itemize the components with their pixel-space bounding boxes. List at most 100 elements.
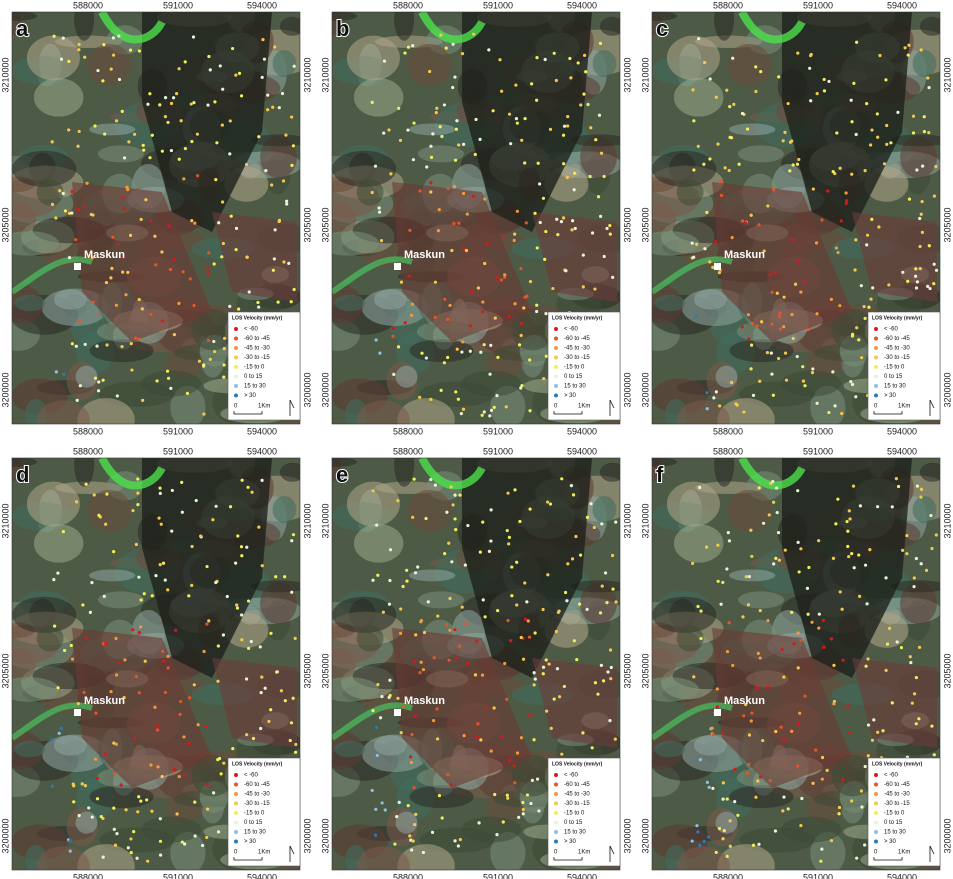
ps-point bbox=[839, 167, 842, 170]
ps-point bbox=[538, 182, 541, 185]
ps-point bbox=[427, 600, 430, 603]
ps-point bbox=[524, 618, 527, 621]
ps-point bbox=[114, 637, 117, 640]
ps-point bbox=[933, 194, 936, 197]
ps-point bbox=[522, 306, 525, 309]
y-tick-label: 3205000 bbox=[942, 653, 952, 688]
ps-point bbox=[794, 283, 797, 286]
legend-title: LOS Velocity (mm/yr) bbox=[232, 315, 283, 321]
ps-point bbox=[263, 58, 266, 61]
terrain bbox=[593, 496, 617, 523]
ps-point bbox=[169, 387, 172, 390]
place-label: Maskun bbox=[724, 695, 765, 707]
ps-point bbox=[821, 756, 824, 759]
y-tick-label: 3200000 bbox=[0, 818, 10, 853]
ps-point bbox=[382, 611, 385, 614]
ps-point bbox=[582, 285, 585, 288]
ps-point bbox=[136, 491, 139, 494]
ps-point bbox=[851, 383, 854, 386]
ps-point bbox=[446, 318, 449, 321]
ps-point bbox=[811, 367, 814, 370]
legend-swatch bbox=[874, 811, 878, 815]
ps-point bbox=[721, 581, 724, 584]
ps-point bbox=[702, 163, 705, 166]
ps-point bbox=[447, 542, 450, 545]
ps-point bbox=[470, 290, 473, 293]
ps-point bbox=[159, 853, 162, 856]
ps-point bbox=[698, 486, 701, 489]
ps-point bbox=[445, 511, 448, 514]
ps-point bbox=[448, 629, 451, 632]
ps-point bbox=[541, 608, 544, 611]
legend-label: 0 to 15 bbox=[884, 374, 903, 380]
terrain bbox=[913, 50, 937, 77]
ps-point bbox=[520, 322, 523, 325]
ps-point bbox=[790, 611, 793, 614]
ps-point bbox=[527, 619, 530, 622]
ps-point bbox=[423, 631, 426, 634]
ps-point bbox=[891, 505, 894, 508]
legend-swatch bbox=[234, 384, 238, 388]
ps-point bbox=[505, 698, 508, 701]
ps-point bbox=[758, 486, 761, 489]
ps-point bbox=[84, 784, 87, 787]
ps-point bbox=[397, 345, 400, 348]
ps-point bbox=[207, 619, 210, 622]
ps-point bbox=[130, 851, 133, 854]
ps-point bbox=[835, 131, 838, 134]
legend-label: -15 to 0 bbox=[564, 811, 585, 817]
ps-point bbox=[932, 282, 935, 285]
ps-point bbox=[533, 212, 536, 215]
ps-point bbox=[453, 185, 456, 188]
ps-point bbox=[775, 486, 778, 489]
ps-point bbox=[389, 172, 392, 175]
ps-point bbox=[797, 722, 800, 725]
ps-point bbox=[850, 552, 853, 555]
ps-point bbox=[900, 646, 903, 649]
ps-point bbox=[375, 726, 378, 729]
legend-swatch bbox=[554, 802, 558, 806]
ps-point bbox=[909, 655, 912, 658]
ps-point bbox=[836, 251, 839, 254]
terrain bbox=[141, 817, 201, 843]
x-tick-label: 591000 bbox=[483, 872, 513, 879]
ps-point bbox=[815, 241, 818, 244]
x-tick-label: 591000 bbox=[803, 446, 833, 456]
ps-point bbox=[777, 75, 780, 78]
ps-point bbox=[807, 566, 810, 569]
legend-label: 15 to 30 bbox=[884, 384, 906, 390]
ps-point bbox=[774, 730, 777, 733]
ps-point bbox=[398, 801, 401, 804]
ps-point bbox=[222, 633, 225, 636]
ps-point bbox=[270, 183, 273, 186]
ps-point bbox=[167, 666, 170, 669]
ps-point bbox=[446, 356, 449, 359]
ps-point bbox=[869, 297, 872, 300]
ps-point bbox=[562, 134, 565, 137]
ps-point bbox=[560, 477, 563, 480]
ps-point bbox=[387, 128, 390, 131]
ps-point bbox=[785, 379, 788, 382]
legend-label: -15 to 0 bbox=[884, 365, 905, 371]
ps-point bbox=[217, 830, 220, 833]
ps-point bbox=[812, 187, 815, 190]
legend-swatch bbox=[234, 802, 238, 806]
ps-point bbox=[414, 714, 417, 717]
x-tick-label: 594000 bbox=[567, 872, 597, 879]
ps-point bbox=[206, 808, 209, 811]
ps-point bbox=[266, 94, 269, 97]
ps-point bbox=[252, 737, 255, 740]
ps-point bbox=[599, 42, 602, 45]
ps-point bbox=[771, 291, 774, 294]
ps-point bbox=[71, 657, 74, 660]
ps-point bbox=[747, 763, 750, 766]
ps-point bbox=[846, 704, 849, 707]
ps-point bbox=[528, 714, 531, 717]
ps-point bbox=[782, 325, 785, 328]
ps-point bbox=[920, 213, 923, 216]
ps-point bbox=[455, 119, 458, 122]
legend-swatch bbox=[554, 821, 558, 825]
ps-point bbox=[94, 758, 97, 761]
ps-point bbox=[414, 571, 417, 574]
ps-point bbox=[53, 625, 56, 628]
